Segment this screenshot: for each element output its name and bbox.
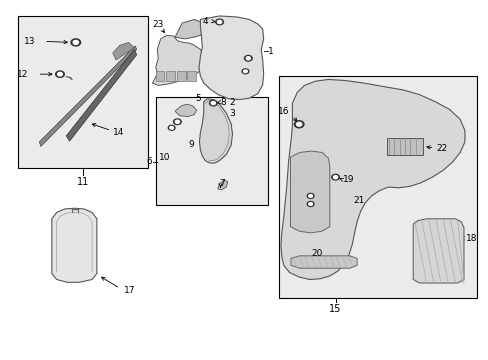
Bar xyxy=(166,71,175,81)
Polygon shape xyxy=(152,35,205,85)
Text: 23: 23 xyxy=(152,20,163,29)
Text: 16: 16 xyxy=(278,107,289,116)
Text: 21: 21 xyxy=(353,196,365,205)
Text: 5: 5 xyxy=(195,94,201,103)
Text: 11: 11 xyxy=(77,177,89,187)
Circle shape xyxy=(308,203,312,205)
Circle shape xyxy=(209,100,217,106)
Bar xyxy=(18,16,147,168)
Text: 6: 6 xyxy=(146,157,152,166)
Circle shape xyxy=(169,126,173,129)
Text: 3: 3 xyxy=(229,109,235,118)
Polygon shape xyxy=(52,208,97,282)
Text: 1: 1 xyxy=(267,47,273,56)
Circle shape xyxy=(173,119,181,125)
Polygon shape xyxy=(112,42,134,60)
Text: 15: 15 xyxy=(329,304,341,314)
Circle shape xyxy=(242,69,248,74)
Polygon shape xyxy=(175,104,196,117)
Bar xyxy=(187,71,196,81)
Circle shape xyxy=(71,39,81,46)
Text: 20: 20 xyxy=(311,248,323,257)
Circle shape xyxy=(58,72,62,76)
Polygon shape xyxy=(199,99,232,163)
Text: 13: 13 xyxy=(24,37,36,46)
Circle shape xyxy=(243,70,247,73)
Bar xyxy=(412,219,463,283)
Text: 4: 4 xyxy=(203,17,208,26)
Circle shape xyxy=(246,57,250,60)
Polygon shape xyxy=(66,49,137,141)
Polygon shape xyxy=(217,180,227,190)
Circle shape xyxy=(73,40,78,44)
Polygon shape xyxy=(412,219,463,283)
Circle shape xyxy=(331,174,339,180)
Bar xyxy=(386,138,423,154)
Text: 19: 19 xyxy=(342,175,353,184)
Circle shape xyxy=(308,194,312,197)
Circle shape xyxy=(56,71,64,77)
Circle shape xyxy=(244,55,252,61)
Text: 9: 9 xyxy=(187,140,193,149)
Circle shape xyxy=(306,202,313,207)
Text: 22: 22 xyxy=(435,144,447,153)
Text: 12: 12 xyxy=(17,70,28,79)
Circle shape xyxy=(333,176,337,179)
Polygon shape xyxy=(290,151,329,233)
Polygon shape xyxy=(40,46,137,147)
Polygon shape xyxy=(290,256,356,268)
Circle shape xyxy=(168,125,175,130)
Polygon shape xyxy=(199,16,263,100)
Bar xyxy=(177,71,185,81)
Text: 18: 18 xyxy=(465,234,476,243)
Text: 8: 8 xyxy=(220,98,226,107)
Circle shape xyxy=(215,19,223,25)
Circle shape xyxy=(296,122,301,126)
Circle shape xyxy=(211,102,215,105)
Text: 2: 2 xyxy=(229,98,235,107)
Circle shape xyxy=(294,121,304,128)
Circle shape xyxy=(175,120,179,123)
Circle shape xyxy=(217,21,221,23)
Text: 7: 7 xyxy=(219,179,225,188)
Polygon shape xyxy=(280,80,464,279)
Text: 17: 17 xyxy=(123,286,135,295)
Text: 14: 14 xyxy=(112,128,124,137)
Bar xyxy=(156,71,164,81)
Circle shape xyxy=(306,193,313,198)
Bar xyxy=(156,97,267,205)
Text: 10: 10 xyxy=(159,153,170,162)
Bar xyxy=(279,76,476,298)
Polygon shape xyxy=(175,19,205,39)
